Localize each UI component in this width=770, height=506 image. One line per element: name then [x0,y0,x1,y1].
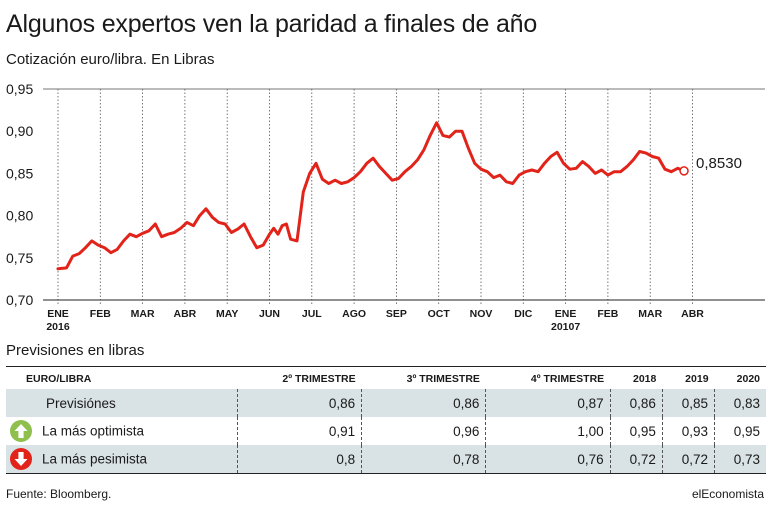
header-q2: 2º TRIMESTRE [282,372,356,385]
brand-label: elEconomista [691,487,764,501]
y-tick-label: 0,75 [6,250,33,266]
row-label-previsiones: Previsiónes [6,389,238,417]
table-cell: 0,95 [714,417,766,445]
row-label-pesimista: La más pesimista [6,445,238,474]
x-tick-year-label: 20107 [551,321,580,333]
table-cell: 0,86 [361,389,486,417]
series-line [56,121,686,271]
y-tick-label: 0,85 [6,165,33,181]
table-cell: 0,87 [485,389,611,417]
x-tick-label: ABR [174,308,197,320]
end-point-marker [679,166,689,176]
table-row-optimista: La más optimista 0,91 0,96 1,00 0,95 0,9… [6,417,766,445]
row-label-text: Previsiónes [46,395,116,411]
header-2020: 2020 [736,372,760,385]
table-section-title: Previsiones en libras [6,342,145,359]
end-value-label: 0,8530 [696,155,742,172]
table-cell: 0,86 [236,389,362,417]
x-tick-label: ABR [681,308,704,320]
header-euro-libra: EURO/LIBRA [26,372,92,385]
x-tick-label: NOV [470,308,493,320]
x-tick-label: JUL [302,308,322,320]
table-cell: 0,76 [485,445,611,474]
row-label-text: La más optimista [42,423,145,439]
x-tick-label: ENE [47,308,69,320]
forecast-table: EURO/LIBRA 2º TRIMESTRE 3º TRIMESTRE 4º … [6,368,766,474]
header-2018: 2018 [633,372,657,385]
x-tick-label: OCT [428,308,451,320]
x-tick-label: SEP [386,308,407,320]
x-tick-label: FEB [90,308,111,320]
y-tick-label: 0,80 [6,208,33,224]
x-tick-year-label: 2016 [46,321,70,333]
x-tick-label: FEB [597,308,618,320]
table-cell: 0,95 [609,417,663,445]
table-cell: 0,96 [361,417,486,445]
table-cell: 1,00 [485,417,611,445]
table-cell: 0,91 [236,417,362,445]
chart-subtitle: Cotización euro/libra. En Libras [6,51,215,68]
x-tick-label: AGO [342,308,366,320]
arrow-up-icon [10,420,32,442]
table-cell: 0,85 [661,389,715,417]
table-cell: 0,83 [714,389,766,417]
table-header-row: EURO/LIBRA 2º TRIMESTRE 3º TRIMESTRE 4º … [6,368,766,389]
x-tick-label: DIC [514,308,533,320]
x-tick-label: MAR [638,308,662,320]
table-row-pesimista: La más pesimista 0,8 0,78 0,76 0,72 0,72… [6,445,766,474]
x-tick-label: ENE [555,308,577,320]
table-row-previsiones: Previsiónes 0,86 0,86 0,87 0,86 0,85 0,8… [6,389,766,417]
y-tick-label: 0,90 [6,123,33,139]
table-cell: 0,72 [609,445,663,474]
table-cell: 0,72 [661,445,715,474]
chart-title: Algunos expertos ven la paridad a finale… [6,10,538,38]
header-q3: 3º TRIMESTRE [406,372,480,385]
arrow-down-icon [10,448,32,470]
x-tick-label: JUN [259,308,280,320]
row-label-text: La más pesimista [42,451,148,467]
table-top-rule [6,366,766,367]
table-cell: 0,73 [714,445,766,474]
x-tick-label: MAR [131,308,155,320]
table-cell: 0,93 [661,417,715,445]
header-q4: 4º TRIMESTRE [530,372,605,385]
table-cell: 0,8 [236,445,362,474]
y-tick-label: 0,95 [6,81,33,97]
y-tick-label: 0,70 [6,292,33,308]
header-2019: 2019 [685,372,709,385]
x-tick-label: MAY [216,308,238,320]
row-label-optimista: La más optimista [6,417,237,445]
table-cell: 0,86 [609,389,663,417]
source-note: Fuente: Bloomberg. [6,487,112,501]
table-cell: 0,78 [361,445,486,474]
